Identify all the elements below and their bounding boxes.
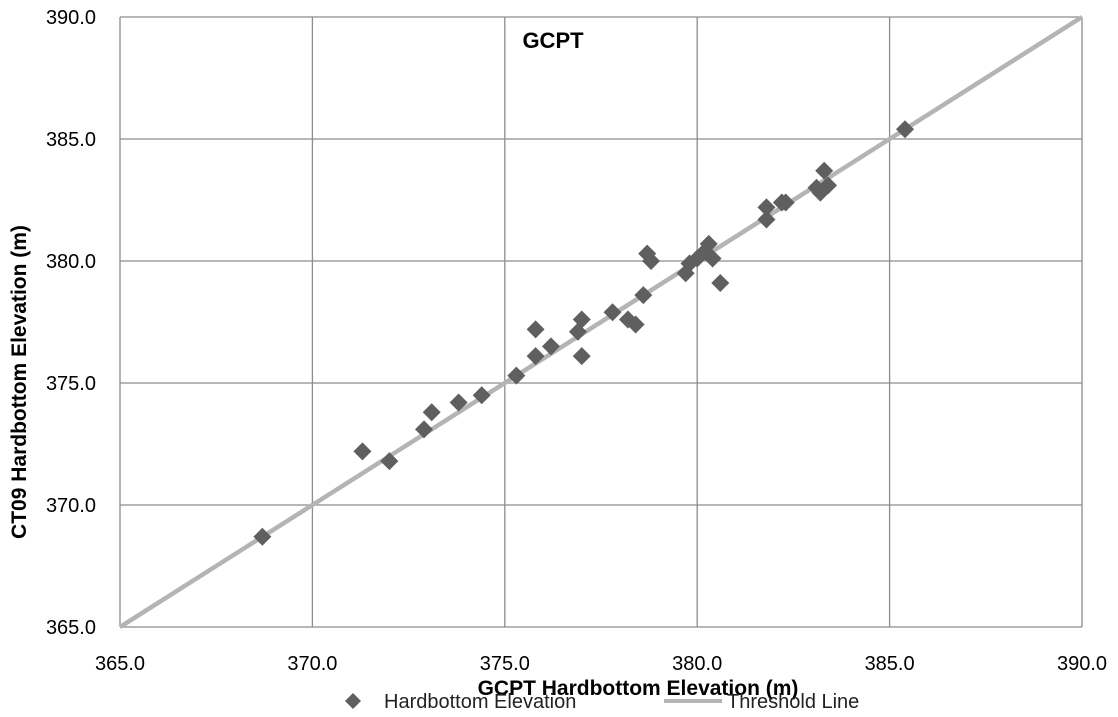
data-point [711, 273, 730, 292]
data-point [572, 347, 591, 366]
data-point [422, 403, 441, 422]
data-point [353, 442, 372, 461]
data-point [526, 320, 545, 339]
y-tick-label: 365.0 [46, 617, 96, 639]
x-tick-label: 385.0 [865, 653, 915, 675]
legend: Hardbottom Elevation Threshold Line [345, 691, 859, 713]
threshold-line [118, 15, 1084, 629]
chart-title: GCPT [522, 28, 584, 53]
x-tick-label: 375.0 [480, 653, 530, 675]
y-tick-label: 370.0 [46, 495, 96, 517]
data-point [642, 252, 661, 270]
y-tick-labels: 365.0 370.0 375.0 380.0 385.0 390.0 [46, 7, 96, 639]
y-axis-title: CT09 Hardbottom Elevation (m) [8, 225, 31, 539]
x-tick-labels: 365.0 370.0 375.0 380.0 385.0 390.0 [95, 653, 1107, 675]
data-point [819, 176, 838, 195]
data-point [776, 193, 795, 212]
hardbottom-points [253, 120, 914, 546]
y-tick-label: 385.0 [46, 129, 96, 151]
x-tick-label: 370.0 [287, 653, 337, 675]
data-point [449, 393, 468, 412]
data-point [572, 310, 591, 329]
gridlines [119, 16, 1083, 628]
data-point [414, 420, 433, 439]
data-point [541, 337, 560, 356]
data-point [253, 527, 272, 546]
data-point [757, 198, 776, 217]
data-point [634, 286, 653, 305]
y-tick-label: 375.0 [46, 373, 96, 395]
legend-label-hardbottom: Hardbottom Elevation [384, 691, 576, 713]
data-point [703, 249, 722, 268]
data-point [757, 210, 776, 229]
threshold-line-series [118, 15, 1084, 629]
data-point [626, 315, 645, 334]
y-tick-label: 390.0 [46, 7, 96, 29]
data-point [380, 452, 399, 471]
legend-label-threshold: Threshold Line [727, 691, 859, 713]
legend-diamond-marker [345, 693, 361, 709]
data-point [699, 234, 718, 253]
data-point [526, 347, 545, 366]
data-point [895, 120, 914, 139]
y-tick-label: 380.0 [46, 251, 96, 273]
x-tick-label: 365.0 [95, 653, 145, 675]
x-tick-label: 390.0 [1057, 653, 1107, 675]
data-point [507, 366, 526, 385]
data-point [815, 161, 834, 180]
data-point [603, 303, 622, 322]
data-point [472, 386, 491, 405]
x-axis-title: GCPT Hardbottom Elevation (m) [478, 677, 799, 700]
x-tick-label: 380.0 [672, 653, 722, 675]
